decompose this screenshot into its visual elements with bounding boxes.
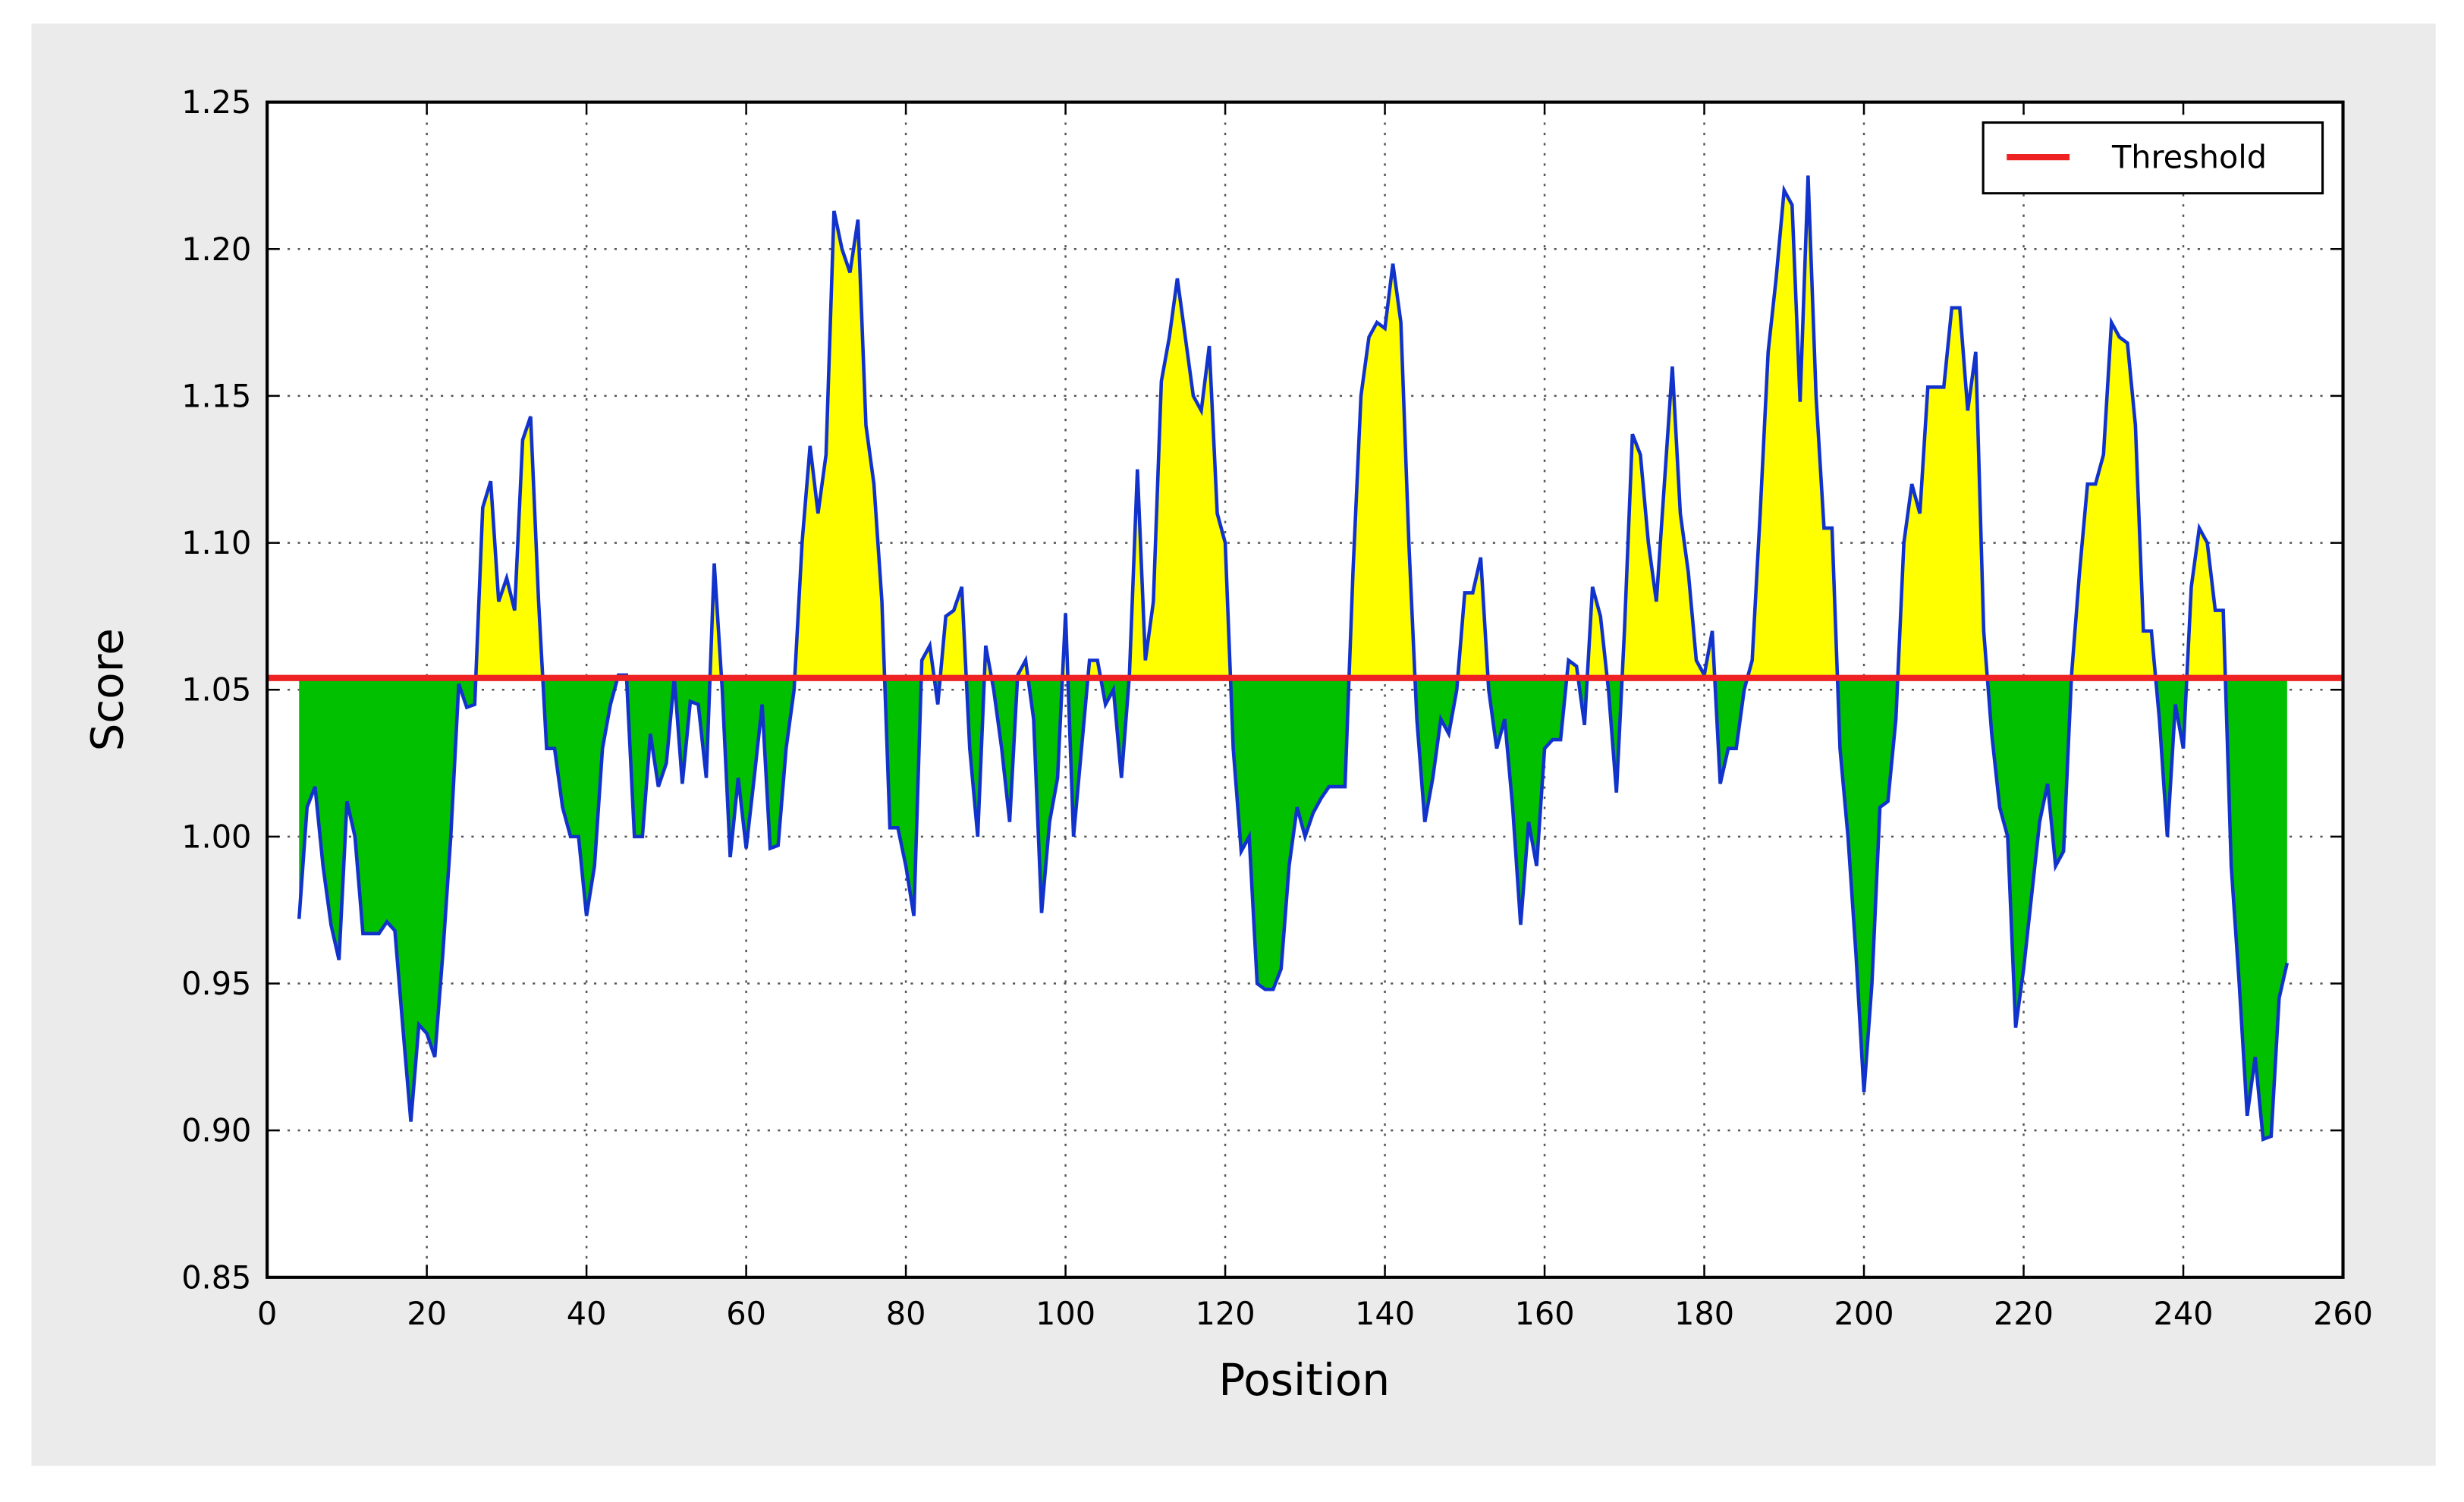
y-tick-label: 0.85 bbox=[181, 1259, 251, 1296]
x-tick-label: 120 bbox=[1196, 1296, 1256, 1332]
legend: Threshold bbox=[1982, 121, 2324, 195]
plot-frame bbox=[266, 100, 2345, 1279]
x-tick-label: 140 bbox=[1355, 1296, 1415, 1332]
y-tick-label: 1.10 bbox=[181, 525, 251, 561]
x-tick-label: 260 bbox=[2313, 1296, 2373, 1332]
y-tick-label: 1.05 bbox=[181, 672, 251, 709]
x-tick-label: 60 bbox=[726, 1296, 766, 1332]
x-tick-label: 40 bbox=[567, 1296, 607, 1332]
x-tick-label: 220 bbox=[1994, 1296, 2054, 1332]
x-tick-label: 160 bbox=[1515, 1296, 1575, 1332]
y-tick-label: 1.00 bbox=[181, 819, 251, 855]
x-tick-label: 80 bbox=[886, 1296, 926, 1332]
x-tick-label: 200 bbox=[1834, 1296, 1894, 1332]
y-tick-label: 0.90 bbox=[181, 1113, 251, 1149]
x-tick-label: 0 bbox=[257, 1296, 277, 1332]
y-tick-label: 1.20 bbox=[181, 231, 251, 268]
x-tick-label: 100 bbox=[1036, 1296, 1095, 1332]
y-tick-label: 1.15 bbox=[181, 378, 251, 414]
area-above-threshold bbox=[299, 175, 2287, 678]
score-line bbox=[297, 175, 2290, 1142]
plot-layer: 0.85 0.90 0.95 1.00 1.05 1.10 1.15 1.20 1.25 0 20 4… bbox=[181, 84, 2373, 1332]
x-axis-label: Position bbox=[1218, 1354, 1390, 1406]
area-below-threshold bbox=[299, 677, 2287, 1139]
y-tick-label: 1.25 bbox=[181, 84, 251, 121]
y-tick-label: 0.95 bbox=[181, 966, 251, 1002]
legend-label: Threshold bbox=[2111, 140, 2267, 176]
x-tick-label: 180 bbox=[1674, 1296, 1734, 1332]
x-tick-label: 20 bbox=[407, 1296, 447, 1332]
y-axis-label: Score bbox=[82, 628, 134, 751]
x-tick-label: 240 bbox=[2153, 1296, 2213, 1332]
